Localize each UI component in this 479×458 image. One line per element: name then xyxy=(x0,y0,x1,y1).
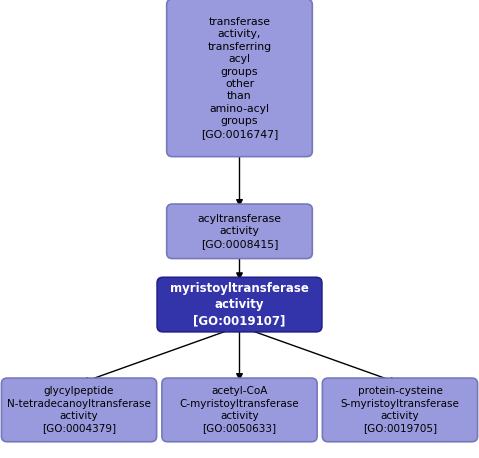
FancyBboxPatch shape xyxy=(157,277,322,332)
Text: acetyl-CoA
C-myristoyltransferase
activity
[GO:0050633]: acetyl-CoA C-myristoyltransferase activi… xyxy=(180,386,299,434)
FancyBboxPatch shape xyxy=(162,378,317,442)
Text: glycylpeptide
N-tetradecanoyltransferase
activity
[GO:0004379]: glycylpeptide N-tetradecanoyltransferase… xyxy=(7,386,151,434)
FancyBboxPatch shape xyxy=(167,204,312,258)
FancyBboxPatch shape xyxy=(1,378,157,442)
Text: myristoyltransferase
activity
[GO:0019107]: myristoyltransferase activity [GO:001910… xyxy=(170,282,309,327)
FancyBboxPatch shape xyxy=(167,0,312,157)
Text: acyltransferase
activity
[GO:0008415]: acyltransferase activity [GO:0008415] xyxy=(197,214,282,249)
Text: transferase
activity,
transferring
acyl
groups
other
than
amino-acyl
groups
[GO:: transferase activity, transferring acyl … xyxy=(201,17,278,139)
Text: protein-cysteine
S-myristoyltransferase
activity
[GO:0019705]: protein-cysteine S-myristoyltransferase … xyxy=(341,386,459,434)
FancyBboxPatch shape xyxy=(322,378,478,442)
